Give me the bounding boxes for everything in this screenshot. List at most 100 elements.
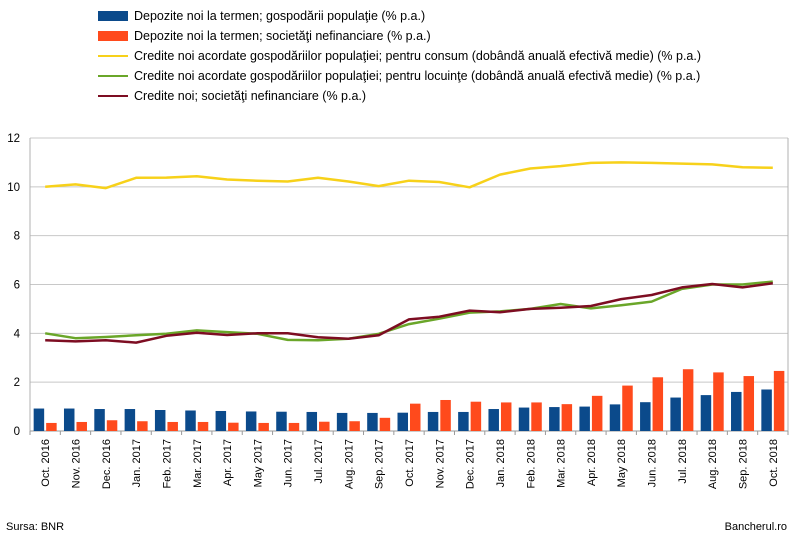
bar-household-deposits [427,411,439,431]
bar-company-deposits [743,376,755,431]
bar-company-deposits [622,385,633,431]
x-tick-label: Aug. 2018 [707,439,719,489]
legend-swatch [98,11,128,21]
bar-household-deposits [700,395,712,431]
y-tick-label: 2 [14,377,20,389]
x-tick-label: Mar. 2018 [556,439,568,488]
bar-company-deposits [561,404,573,431]
bar-company-deposits [470,401,482,431]
bar-household-deposits [731,391,742,431]
bar-household-deposits [336,412,348,431]
y-tick-label: 12 [7,133,20,145]
x-tick-label: Oct. 2018 [768,439,780,487]
consumer-credit-line [45,161,773,190]
bar-household-deposits [94,409,105,431]
bar-company-deposits [258,422,269,431]
bar-household-deposits [154,410,166,431]
bar-company-deposits [106,420,118,431]
x-tick-label: Oct. 2016 [40,439,52,487]
bar-company-deposits [197,421,209,431]
bar-company-deposits [228,422,239,431]
bar-company-deposits [410,403,421,431]
x-tick-label: Oct. 2017 [404,439,416,487]
bar-household-deposits [761,389,772,431]
y-tick-label: 4 [14,328,21,340]
x-tick-label: Dec. 2016 [101,439,113,489]
x-tick-label: Apr. 2017 [222,439,234,486]
bar-company-deposits [500,402,512,431]
x-tick-label: Jul. 2017 [313,439,325,484]
x-tick-label: Jan. 2018 [495,439,507,487]
y-tick-label: 6 [14,280,20,292]
housing-credit-line [45,280,773,342]
bar-company-deposits [440,399,451,431]
x-tick-label: Sep. 2018 [738,439,750,489]
bar-company-deposits [76,421,87,431]
bar-household-deposits [124,409,136,431]
bar-household-deposits [306,411,318,431]
bar-company-deposits [713,372,724,431]
x-tick-label: Mar. 2017 [192,439,204,488]
company-credit-line [45,282,773,344]
legend-label: Credite noi acordate gospodăriilor popul… [134,49,702,63]
x-tick-label: Nov. 2016 [70,439,82,488]
bar-company-deposits [379,417,391,431]
bar-company-deposits [288,422,300,431]
x-tick-label: Apr. 2018 [586,439,598,486]
x-tick-label: Aug. 2017 [343,439,355,489]
chart-legend: Depozite noi la termen; gospodării popul… [98,6,778,106]
bar-household-deposits [609,404,621,431]
bar-company-deposits [349,421,360,431]
x-tick-label: Jan. 2017 [131,439,143,487]
bar-company-deposits [682,369,694,431]
bar-household-deposits [579,406,590,431]
chart-plot: 0 2 4 6 8 10 12 Oct. 2016 Nov. 2016 Dec. 2016 Jan.… [7,133,789,489]
bar-household-deposits [185,410,196,431]
legend-item: Credite noi acordate gospodăriilor popul… [98,66,778,86]
bar-company-deposits [531,402,542,431]
bar-household-deposits [640,402,651,431]
x-tick-label: Nov. 2017 [434,439,446,488]
bar-household-deposits [488,409,499,431]
y-tick-label: 10 [7,182,20,194]
legend-swatch [98,31,128,41]
x-tick-label: Dec. 2017 [465,439,477,489]
bar-household-deposits [276,411,287,431]
bar-household-deposits [670,397,681,431]
legend-label: Credite noi; societăţi nefinanciare (% p… [134,89,367,103]
bar-household-deposits [245,411,257,431]
legend-swatch [98,55,128,57]
bar-company-deposits [167,421,178,431]
x-tick-label: Feb. 2017 [161,439,173,489]
y-tick-label: 0 [14,426,20,438]
bar-household-deposits [33,408,45,431]
x-tick-label: May 2017 [252,439,264,487]
legend-item: Depozite noi la termen; societăţi nefina… [98,26,778,46]
x-tick-label: Sep. 2017 [374,439,386,489]
brand-label: Bancherul.ro [724,521,787,533]
bar-company-deposits [46,422,57,431]
bar-company-deposits [137,421,148,431]
x-tick-label: Feb. 2018 [525,439,537,489]
bar-household-deposits [367,412,378,431]
bar-household-deposits [458,411,469,431]
x-tick-label: Jun. 2017 [283,439,295,487]
x-tick-label: May 2018 [616,439,628,487]
bar-company-deposits [591,395,603,431]
legend-item: Credite noi acordate gospodăriilor popul… [98,46,778,66]
bar-household-deposits [63,408,75,431]
bar-household-deposits [215,410,227,431]
x-tick-label: Jul. 2018 [677,439,689,484]
bar-company-deposits [319,421,330,431]
legend-label: Credite noi acordate gospodăriilor popul… [134,69,701,83]
bar-household-deposits [397,412,408,431]
legend-swatch [98,75,128,77]
x-tick-label: Jun. 2018 [647,439,659,487]
bar-company-deposits [652,377,664,431]
source-note: Sursa: BNR [6,521,65,533]
y-tick-label: 8 [14,231,20,243]
bar-household-deposits [549,407,560,431]
legend-item: Depozite noi la termen; gospodării popul… [98,6,778,26]
bar-household-deposits [518,407,530,431]
legend-label: Depozite noi la termen; gospodării popul… [134,9,426,23]
